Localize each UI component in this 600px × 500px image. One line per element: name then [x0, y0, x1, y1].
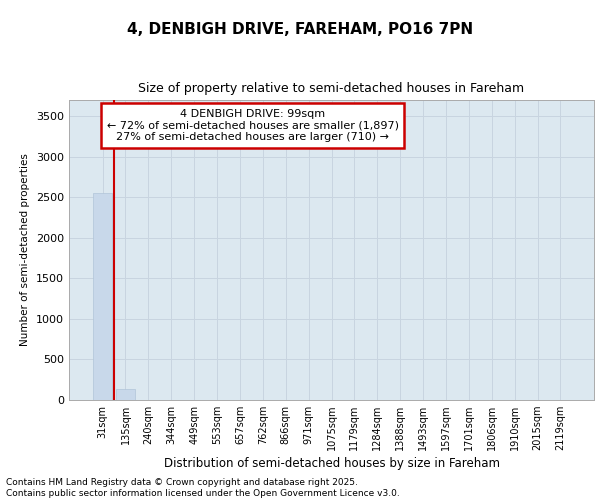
Title: Size of property relative to semi-detached houses in Fareham: Size of property relative to semi-detach…	[139, 82, 524, 94]
X-axis label: Distribution of semi-detached houses by size in Fareham: Distribution of semi-detached houses by …	[163, 458, 499, 470]
Y-axis label: Number of semi-detached properties: Number of semi-detached properties	[20, 154, 31, 346]
Bar	[116, 390, 135, 400]
Text: 4 DENBIGH DRIVE: 99sqm
← 72% of semi-detached houses are smaller (1,897)
27% of : 4 DENBIGH DRIVE: 99sqm ← 72% of semi-det…	[107, 109, 399, 142]
Bar	[93, 193, 112, 400]
Text: 4, DENBIGH DRIVE, FAREHAM, PO16 7PN: 4, DENBIGH DRIVE, FAREHAM, PO16 7PN	[127, 22, 473, 38]
Text: Contains HM Land Registry data © Crown copyright and database right 2025.
Contai: Contains HM Land Registry data © Crown c…	[6, 478, 400, 498]
